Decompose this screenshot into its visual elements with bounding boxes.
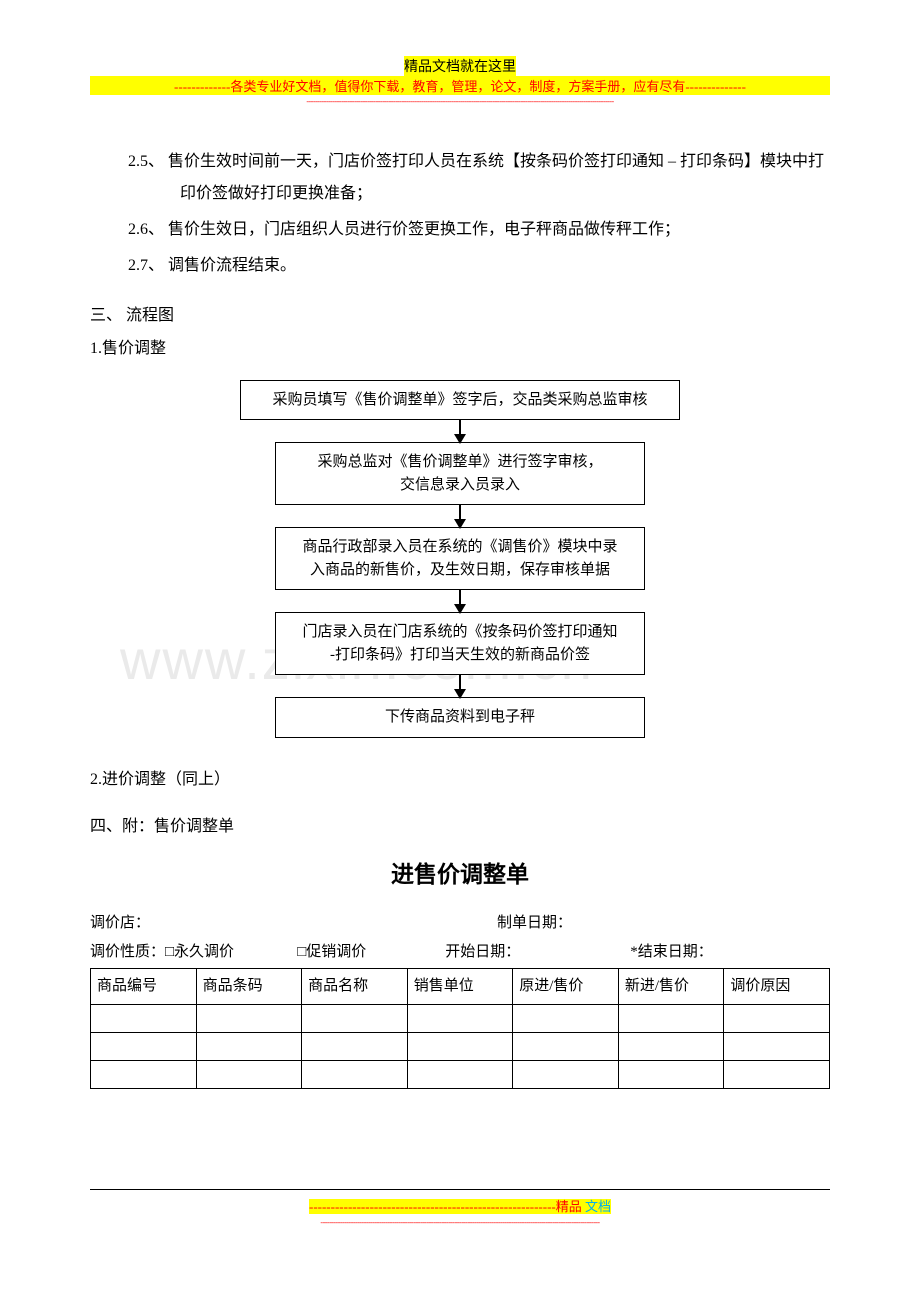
item-2-6: 2.6、 售价生效日，门店组织人员进行价签更换工作，电子秤商品做传秤工作； bbox=[90, 214, 830, 246]
footer-text-accent: 文档 bbox=[582, 1199, 611, 1214]
header-dashes: ----------------------------------------… bbox=[90, 97, 830, 106]
table-row bbox=[91, 1033, 830, 1061]
col-new-price: 新进/售价 bbox=[618, 969, 724, 1005]
footer-dashes: ----------------------------------------… bbox=[0, 1218, 920, 1227]
col-product-name: 商品名称 bbox=[302, 969, 408, 1005]
table-row bbox=[91, 1005, 830, 1033]
col-barcode: 商品条码 bbox=[196, 969, 302, 1005]
table-header-row: 商品编号 商品条码 商品名称 销售单位 原进/售价 新进/售价 调价原因 bbox=[91, 969, 830, 1005]
price-adjust-table: 商品编号 商品条码 商品名称 销售单位 原进/售价 新进/售价 调价原因 bbox=[90, 968, 830, 1089]
section-3-2-heading: 2.进价调整（同上） bbox=[90, 762, 830, 797]
table-row bbox=[91, 1061, 830, 1089]
flow-step-1: 采购员填写《售价调整单》签字后，交品类采购总监审核 bbox=[240, 380, 680, 421]
label-nature-promo: □促销调价 bbox=[297, 938, 445, 967]
footer-divider bbox=[90, 1189, 830, 1190]
label-end-date: *结束日期： bbox=[630, 938, 713, 967]
flow-arrow bbox=[459, 590, 461, 612]
item-2-7: 2.7、 调售价流程结束。 bbox=[90, 250, 830, 282]
header-title: 精品文档就在这里 bbox=[404, 56, 516, 76]
flow-step-2: 采购总监对《售价调整单》进行签字审核， 交信息录入员录入 bbox=[275, 442, 645, 505]
col-product-id: 商品编号 bbox=[91, 969, 197, 1005]
label-date: 制单日期： bbox=[497, 909, 572, 938]
col-old-price: 原进/售价 bbox=[513, 969, 619, 1005]
flow-step-3: 商品行政部录入员在系统的《调售价》模块中录 入商品的新售价，及生效日期，保存审核… bbox=[275, 527, 645, 590]
footer-text-pre: ----------------------------------------… bbox=[309, 1199, 582, 1214]
col-reason: 调价原因 bbox=[724, 969, 830, 1005]
label-store: 调价店： bbox=[90, 909, 497, 938]
section-3-1-heading: 1.售价调整 bbox=[90, 335, 830, 364]
form-title: 进售价调整单 bbox=[90, 854, 830, 895]
flow-arrow bbox=[459, 675, 461, 697]
label-nature-perm: 调价性质：□永久调价 bbox=[90, 938, 297, 967]
form-meta-row-2: 调价性质：□永久调价 □促销调价 开始日期： *结束日期： bbox=[90, 938, 830, 967]
header-subtitle: -------------各类专业好文档，值得你下载，教育，管理，论文，制度，方… bbox=[90, 76, 830, 95]
form-meta-row-1: 调价店： 制单日期： bbox=[90, 909, 830, 938]
page-footer: ----------------------------------------… bbox=[0, 1189, 920, 1227]
flow-step-5: 下传商品资料到电子秤 bbox=[275, 697, 645, 738]
label-start-date: 开始日期： bbox=[445, 938, 630, 967]
flow-step-4: 门店录入员在门店系统的《按条码价签打印通知 -打印条码》打印当天生效的新商品价签 bbox=[275, 612, 645, 675]
flow-arrow bbox=[459, 420, 461, 442]
item-2-5: 2.5、 售价生效时间前一天，门店价签打印人员在系统【按条码价签打印通知 – 打… bbox=[90, 146, 830, 210]
flow-arrow bbox=[459, 505, 461, 527]
col-unit: 销售单位 bbox=[407, 969, 513, 1005]
section-3-heading: 三、 流程图 bbox=[90, 302, 830, 331]
flowchart: 采购员填写《售价调整单》签字后，交品类采购总监审核 采购总监对《售价调整单》进行… bbox=[90, 380, 830, 738]
footer-text: ----------------------------------------… bbox=[309, 1199, 611, 1214]
section-4-heading: 四、附：售价调整单 bbox=[90, 809, 830, 844]
